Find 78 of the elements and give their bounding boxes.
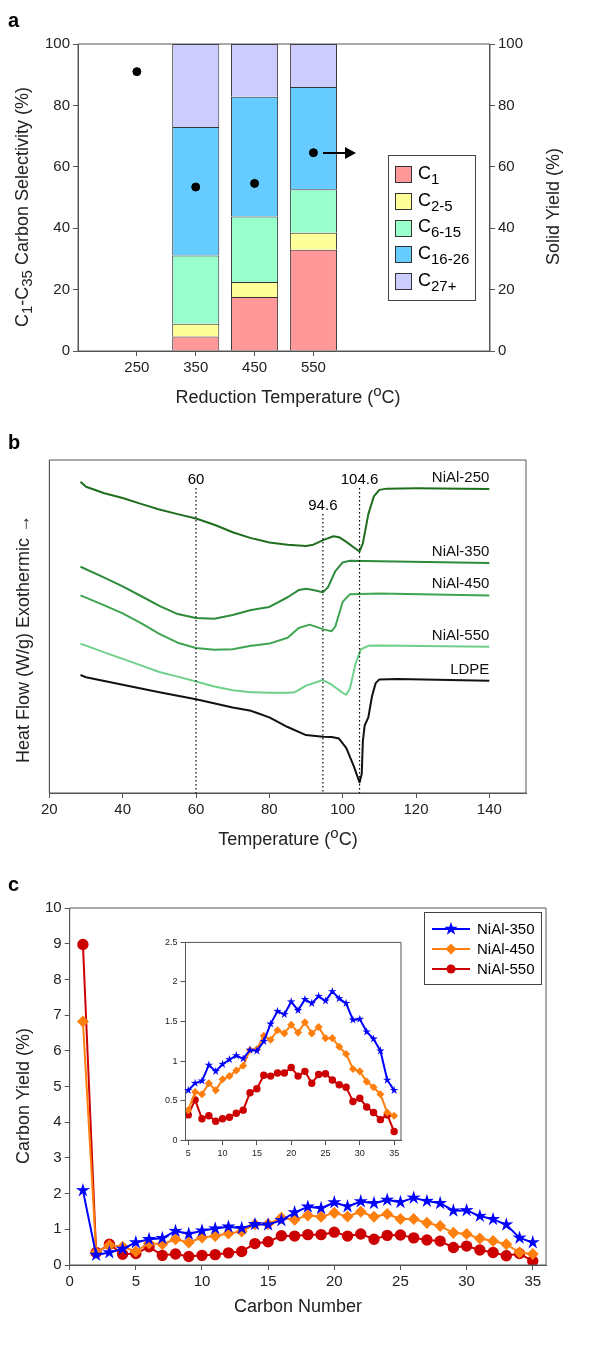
- y-tick-label: 9: [53, 933, 62, 951]
- series-label: LDPE: [450, 659, 490, 677]
- legend-label: NiAl-450: [477, 940, 535, 957]
- chart-title: b: [8, 430, 22, 454]
- x-axis-title: Carbon Number: [232, 1296, 364, 1317]
- ref-line-label: 104.6: [340, 470, 379, 487]
- y-tick-label: 0.5: [165, 1095, 178, 1106]
- y-tick-label: 3: [53, 1148, 62, 1166]
- y-tick-label: 7: [53, 1005, 62, 1023]
- x-tick-label: 60: [187, 800, 205, 818]
- x-tick-label: 5: [131, 1272, 141, 1290]
- x-tick-label: 35: [389, 1148, 400, 1159]
- y-tick-label: 2: [172, 976, 178, 987]
- x-tick-label: 35: [524, 1272, 542, 1290]
- x-tick-label: 5: [185, 1148, 191, 1159]
- x-tick-label: 25: [320, 1148, 331, 1159]
- x-axis-title: Reduction Temperature ($^{o}$C): [174, 382, 402, 408]
- x-tick-label: 10: [217, 1148, 228, 1159]
- y2-tick-label: 60: [497, 156, 515, 174]
- series-label: NiAl-350: [431, 542, 490, 560]
- y2-tick-label: 80: [497, 95, 515, 113]
- x-axis-title: Temperature ($^{o}$C): [217, 824, 359, 850]
- chart-title: a: [8, 8, 21, 32]
- y2-tick-label: 20: [497, 279, 515, 297]
- x-tick-label: 80: [260, 800, 278, 818]
- x-tick-label: 250: [124, 358, 150, 376]
- x-tick-label: 30: [354, 1148, 365, 1159]
- x-tick-label: 140: [476, 800, 502, 818]
- y-tick-label: 100: [45, 34, 71, 52]
- y-axis-title: Heat Flow (W/g) Exothermic →: [12, 514, 34, 764]
- series-label: NiAl-450: [431, 574, 490, 592]
- series-label: NiAl-250: [431, 467, 490, 485]
- x-tick-label: 550: [300, 358, 326, 376]
- ref-line-label: 60: [187, 470, 205, 487]
- legend-label: NiAl-550: [477, 960, 535, 977]
- y-axis-title: Carbon Yield (%): [12, 1027, 34, 1165]
- y-tick-label: 80: [53, 95, 71, 113]
- series-label: NiAl-550: [431, 625, 490, 643]
- y-tick-label: 5: [53, 1076, 62, 1094]
- y-tick-label: 6: [53, 1040, 62, 1058]
- legend-label: C$_{27+}$: [417, 269, 457, 294]
- y-tick-label: 10: [45, 898, 62, 916]
- y-tick-label: 4: [53, 1112, 62, 1130]
- x-tick-label: 25: [392, 1272, 409, 1290]
- x-tick-label: 15: [259, 1272, 277, 1290]
- y-tick-label: 40: [53, 218, 71, 236]
- x-tick-label: 450: [242, 358, 268, 376]
- legend-label: C$_{1}$: [417, 163, 440, 187]
- legend-label: C$_{2-5}$: [417, 189, 453, 214]
- x-tick-label: 120: [403, 800, 429, 818]
- y-tick-label: 1: [53, 1219, 62, 1237]
- x-tick-label: 350: [183, 358, 209, 376]
- y2-tick-label: 40: [497, 218, 515, 236]
- y-tick-label: 0: [53, 1255, 62, 1273]
- y2-tick-label: 0: [497, 341, 507, 359]
- y2-tick-label: 100: [497, 34, 523, 52]
- legend-label: C$_{6-15}$: [417, 216, 461, 240]
- legend-label: C$_{16-26}$: [417, 242, 470, 267]
- y-tick-label: 8: [53, 969, 62, 987]
- ref-line-label: 94.6: [308, 496, 338, 513]
- legend-label: NiAl-350: [477, 920, 535, 937]
- x-tick-label: 30: [458, 1272, 475, 1290]
- x-tick-label: 15: [251, 1148, 262, 1159]
- x-tick-label: 100: [330, 800, 356, 818]
- x-tick-label: 20: [325, 1272, 343, 1290]
- y2-axis-title: Solid Yield (%): [542, 148, 564, 266]
- chart-title: c: [8, 872, 21, 896]
- y-tick-label: 2.5: [165, 936, 178, 947]
- y-tick-label: 1: [172, 1055, 178, 1066]
- y-tick-label: 20: [53, 279, 71, 297]
- y-tick-label: 0: [172, 1134, 178, 1145]
- y-tick-label: 0: [61, 341, 71, 359]
- y-tick-label: 1.5: [165, 1016, 178, 1026]
- x-tick-label: 20: [286, 1148, 297, 1159]
- y-tick-label: 2: [53, 1183, 62, 1201]
- x-tick-label: 10: [193, 1272, 211, 1290]
- y-tick-label: 60: [53, 156, 71, 174]
- x-tick-label: 40: [114, 800, 132, 818]
